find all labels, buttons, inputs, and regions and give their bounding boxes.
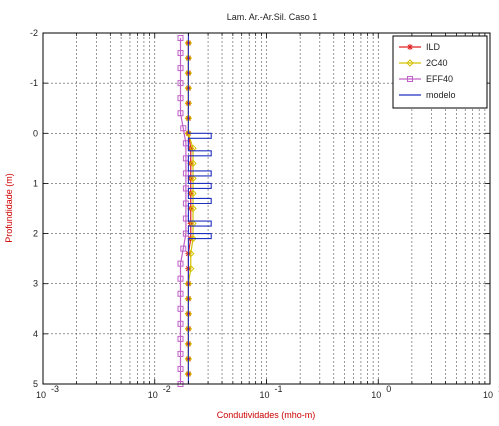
x-tick-exponent: -2 bbox=[163, 384, 171, 394]
data-point bbox=[177, 335, 184, 342]
data-point bbox=[180, 125, 187, 132]
x-tick-exponent: 0 bbox=[386, 384, 391, 394]
legend-entry: EFF40 bbox=[426, 74, 453, 84]
data-point bbox=[177, 35, 184, 42]
legend: ILD 2C40 EFF40 modelo bbox=[392, 35, 488, 109]
legend-marker bbox=[406, 59, 414, 67]
data-point bbox=[187, 205, 194, 212]
data-point bbox=[187, 190, 194, 197]
y-tick-label: 2 bbox=[33, 229, 38, 239]
data-point bbox=[187, 220, 194, 227]
y-tick-label: -2 bbox=[30, 28, 38, 38]
legend-entry: ILD bbox=[426, 42, 441, 52]
series-line bbox=[187, 33, 212, 384]
data-point bbox=[177, 350, 184, 357]
x-tick-label: 10 bbox=[483, 390, 493, 400]
x-tick-exponent: -1 bbox=[275, 384, 283, 394]
y-tick-label: 3 bbox=[33, 279, 38, 289]
y-axis: -2 -1 0 1 2 3 4 5 bbox=[30, 28, 490, 389]
x-axis-label: Condutividades (mho-m) bbox=[217, 410, 316, 420]
data-point bbox=[177, 50, 184, 57]
data-point bbox=[177, 365, 184, 372]
data-point bbox=[177, 110, 184, 117]
y-tick-label: 4 bbox=[33, 329, 38, 339]
y-tick-label: 0 bbox=[33, 128, 38, 138]
grid bbox=[43, 33, 490, 384]
data-point bbox=[177, 320, 184, 327]
series-layer bbox=[177, 33, 212, 387]
data-point bbox=[177, 290, 184, 297]
data-point bbox=[189, 234, 197, 243]
data-point bbox=[187, 160, 194, 167]
data-point bbox=[177, 65, 184, 72]
legend-marker bbox=[407, 76, 413, 82]
y-tick-label: -1 bbox=[30, 78, 38, 88]
y-tick-label: 1 bbox=[33, 178, 38, 188]
data-point bbox=[189, 189, 197, 198]
x-tick-label: 10 bbox=[371, 390, 381, 400]
chart-title: Lam. Ar.-Ar.Sil. Caso 1 bbox=[227, 12, 318, 22]
data-point bbox=[180, 245, 187, 252]
data-point bbox=[189, 204, 197, 213]
y-axis-label: Profundidade (m) bbox=[4, 173, 14, 243]
data-point bbox=[177, 95, 184, 102]
x-tick-exponent: -3 bbox=[51, 384, 59, 394]
series-modelo bbox=[187, 33, 212, 384]
x-axis: 10 -3 10 -2 10 -1 10 0 10 1 bbox=[36, 33, 499, 400]
data-point bbox=[177, 305, 184, 312]
data-point bbox=[177, 260, 184, 267]
legend-marker bbox=[407, 44, 413, 50]
x-tick-label: 10 bbox=[259, 390, 269, 400]
legend-entry: 2C40 bbox=[426, 58, 448, 68]
data-point bbox=[189, 159, 197, 168]
data-point bbox=[182, 170, 189, 177]
data-point bbox=[184, 129, 193, 137]
data-point bbox=[177, 80, 184, 87]
data-point bbox=[189, 174, 197, 183]
data-point bbox=[187, 145, 194, 152]
data-point bbox=[187, 175, 194, 182]
data-point bbox=[177, 275, 184, 282]
y-tick-label: 5 bbox=[33, 379, 38, 389]
legend-entry: modelo bbox=[426, 90, 456, 100]
x-tick-label: 10 bbox=[36, 390, 46, 400]
x-tick-label: 10 bbox=[148, 390, 158, 400]
